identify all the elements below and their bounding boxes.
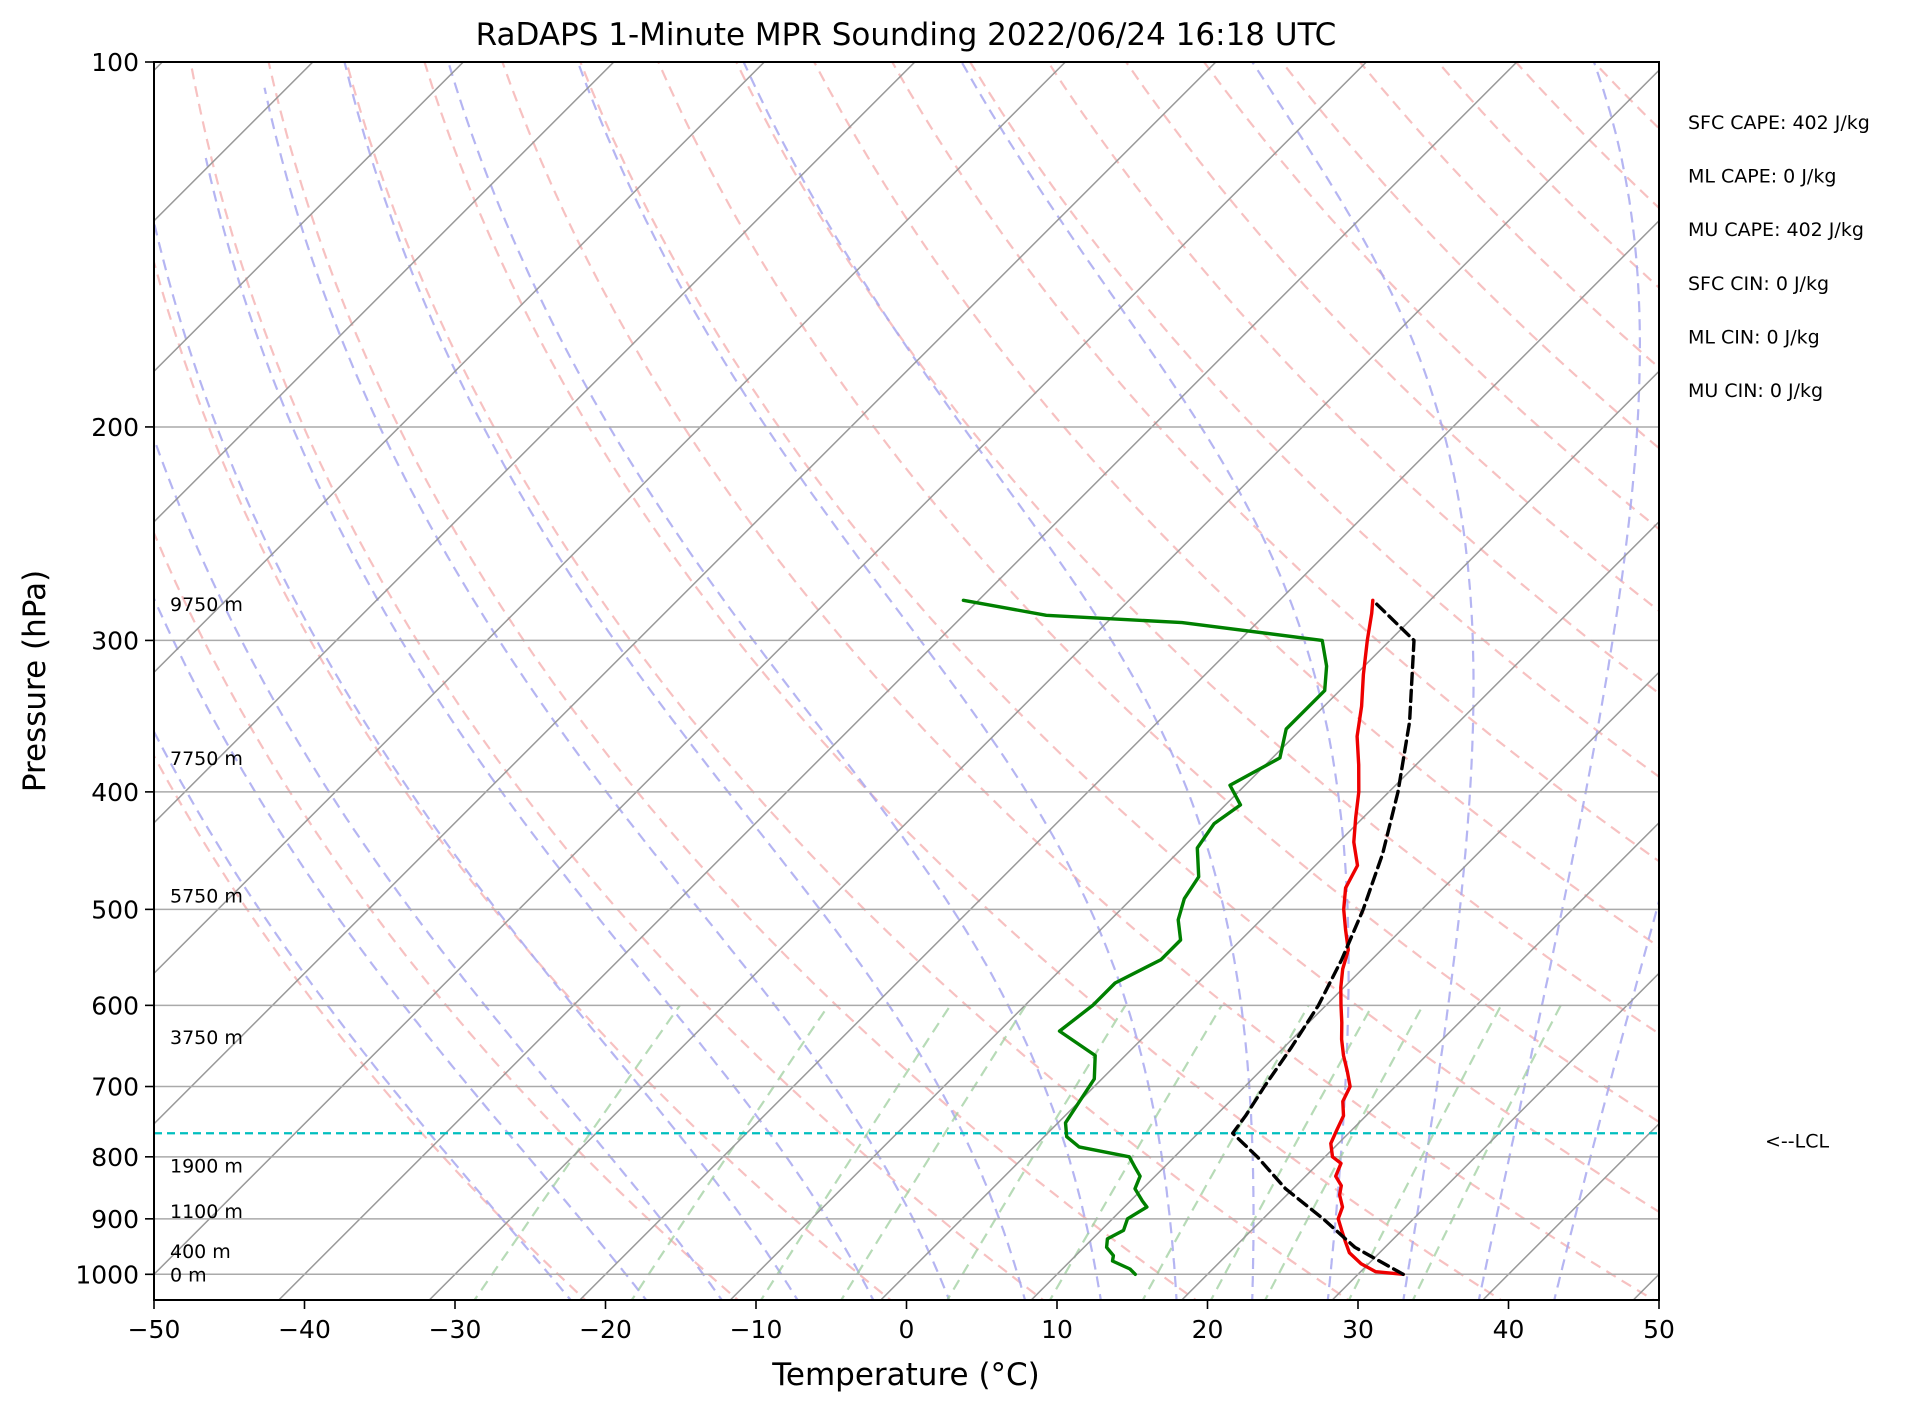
- height-label: 9750 m: [170, 594, 243, 616]
- dry-adiabat-line: [1125, 62, 1659, 613]
- dry-adiabat-line: [154, 258, 893, 1300]
- isotherm-line: [277, 62, 1518, 1300]
- mixing-ratio-line: [839, 1004, 1027, 1300]
- moist-adiabat-line: [1553, 897, 1659, 1300]
- height-label: 1900 m: [170, 1155, 243, 1177]
- y-tick-label: 500: [91, 895, 139, 924]
- moist-adiabat-line: [1477, 62, 1642, 1300]
- mixing-ratio-line: [759, 1004, 952, 1300]
- dry-adiabat-line: [154, 530, 740, 1300]
- height-label: 400 m: [170, 1241, 231, 1263]
- stat-label: MU CAPE: 402 J/kg: [1688, 219, 1864, 241]
- isotherm-line: [154, 62, 766, 674]
- lcl-label: <--LCL: [1765, 1130, 1829, 1152]
- moist-adiabat-line: [154, 595, 648, 1300]
- isotherm-line: [154, 62, 1067, 975]
- height-label: 0 m: [170, 1264, 207, 1286]
- moist-adiabat-line: [154, 729, 573, 1300]
- moist-adiabat-line: [204, 157, 875, 1300]
- y-tick-label: 100: [91, 48, 139, 77]
- dry-adiabat-line: [813, 62, 1659, 949]
- dry-adiabat-line: [1047, 62, 1659, 695]
- stat-label: ML CIN: 0 J/kg: [1688, 326, 1820, 348]
- isotherm-line: [1180, 821, 1659, 1300]
- dry-adiabat-line: [969, 62, 1659, 779]
- y-tick-label: 800: [91, 1143, 139, 1172]
- isotherm-line: [154, 62, 615, 523]
- height-label: 3750 m: [170, 1027, 243, 1049]
- mixing-ratio-line: [630, 1004, 830, 1300]
- stat-label: ML CAPE: 0 J/kg: [1688, 166, 1836, 188]
- height-label: 1100 m: [170, 1201, 243, 1223]
- height-labels: 9750 m 7750 m 5750 m 3750 m 1900 m 1100 m 400 …: [170, 594, 243, 1286]
- x-tick-label: 50: [1643, 1315, 1675, 1344]
- isotherm-line: [154, 62, 465, 373]
- x-tick-label: 10: [1041, 1315, 1073, 1344]
- isotherm-line: [154, 62, 1368, 1276]
- x-tick-label: 40: [1493, 1315, 1525, 1344]
- stats-panel: SFC CAPE: 402 J/kg ML CAPE: 0 J/kg MU CAPE…: [1688, 112, 1870, 402]
- y-tick-label: 700: [91, 1073, 139, 1102]
- dry-adiabat-line: [1203, 62, 1659, 531]
- height-label: 5750 m: [170, 885, 243, 907]
- y-tick-label: 1000: [75, 1260, 139, 1289]
- temperature-trace: [1329, 598, 1405, 1276]
- chart-title: RaDAPS 1-Minute MPR Sounding 2022/06/24 …: [476, 17, 1337, 53]
- dry-adiabat-line: [345, 62, 1351, 1300]
- mixing-ratio-line: [1263, 1004, 1424, 1300]
- dry-adiabat-line: [657, 62, 1659, 1124]
- x-tick-label: −40: [278, 1315, 331, 1344]
- x-tick-label: 30: [1342, 1315, 1374, 1344]
- y-axis-ticks: 100 200 300 400 500 600 700 800 900 1000: [75, 48, 154, 1289]
- height-label: 7750 m: [170, 748, 243, 770]
- moist-adiabat-line: [447, 62, 1102, 1300]
- moist-adiabat-line: [154, 435, 724, 1300]
- isotherm-line: [1030, 671, 1659, 1300]
- moist-adiabat-line: [742, 62, 1255, 1300]
- y-tick-label: 300: [91, 626, 139, 655]
- moist-adiabat-line: [154, 219, 799, 1300]
- x-tick-label: 20: [1192, 1315, 1224, 1344]
- y-tick-label: 200: [91, 413, 139, 442]
- mixing-ratio-line: [1141, 1004, 1310, 1300]
- x-tick-label: −20: [579, 1315, 632, 1344]
- isotherm-line: [578, 219, 1659, 1300]
- mixing-ratio-line: [1209, 1004, 1374, 1300]
- moist-adiabat-line: [1251, 62, 1475, 1300]
- x-tick-label: −50: [128, 1315, 181, 1344]
- sounding-traces: [961, 598, 1416, 1276]
- y-axis-title: Pressure (hPa): [17, 570, 53, 792]
- mixing-ratio-line: [1411, 1004, 1562, 1300]
- y-tick-label: 400: [91, 778, 139, 807]
- x-axis-title: Temperature (°C): [771, 1357, 1040, 1393]
- x-tick-label: 0: [899, 1315, 915, 1344]
- stat-label: SFC CAPE: 402 J/kg: [1688, 112, 1870, 134]
- x-tick-label: −10: [730, 1315, 783, 1344]
- stat-label: SFC CIN: 0 J/kg: [1688, 273, 1829, 295]
- isotherm-line: [428, 69, 1659, 1300]
- isotherm-line: [1331, 972, 1659, 1300]
- isotherm-line: [154, 62, 916, 824]
- x-axis-ticks: −50 −40 −30 −20 −10 0 10 20 30 40 50: [128, 1300, 1675, 1344]
- x-tick-label: −30: [429, 1315, 482, 1344]
- dry-adiabat-line: [267, 62, 1198, 1300]
- y-tick-label: 900: [91, 1205, 139, 1234]
- y-tick-label: 600: [91, 991, 139, 1020]
- stat-label: MU CIN: 0 J/kg: [1688, 380, 1823, 402]
- dry-adiabat-line: [423, 62, 1503, 1300]
- parcel-trace: [1231, 598, 1416, 1276]
- isotherm-line: [154, 62, 1217, 1125]
- dry-adiabat-line: [579, 62, 1659, 1214]
- lcl-marker: <--LCL: [154, 1130, 1829, 1152]
- dry-adiabat-line: [735, 62, 1659, 1035]
- dewpoint-trace: [961, 598, 1329, 1276]
- dry-adiabat-line: [891, 62, 1659, 863]
